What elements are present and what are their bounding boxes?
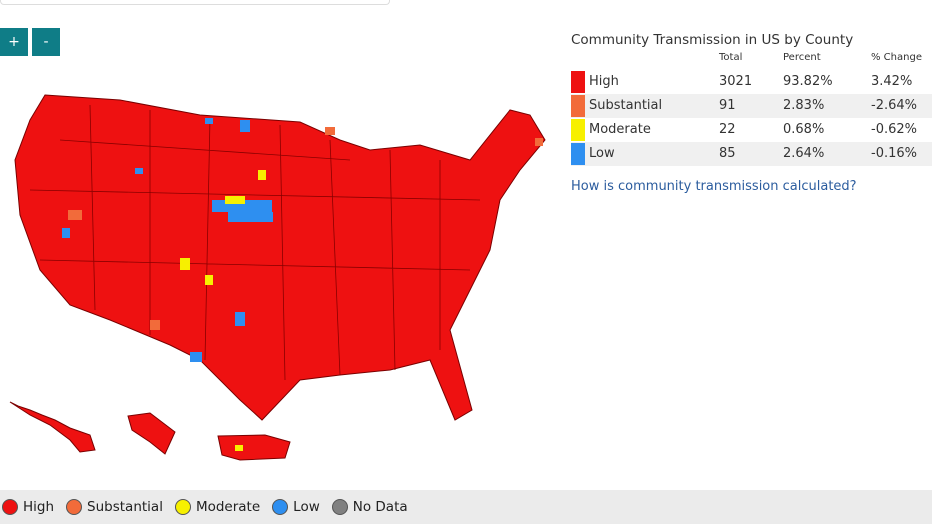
table-row: Low 85 2.64% -0.16% [571,142,932,166]
table-row: Substantial 91 2.83% -2.64% [571,94,932,118]
total-cell: 91 [719,98,736,113]
level-label: Moderate [589,122,651,137]
change-cell: -0.16% [871,146,917,161]
table-body: High 3021 93.82% 3.42% Substantial 91 2.83% -2.… [571,70,932,166]
hawaii [9,401,96,453]
change-cell: -2.64% [871,98,917,113]
table-header: Total Percent % Change [571,52,932,70]
zoom-out[interactable]: - [32,28,60,56]
legend-dot [272,499,289,515]
legend-item[interactable]: Low [272,499,320,515]
zoom-in[interactable]: + [0,28,28,56]
color-swatch [571,119,585,141]
legend-label: No Data [352,499,408,515]
percent-cell: 2.64% [783,146,825,161]
legend-label: Moderate [195,499,261,515]
legend-dot [2,499,18,515]
alaska [127,412,176,455]
info-link[interactable]: How is community transmission calculated… [571,179,857,194]
level-label: High [589,74,619,89]
legend-label: High [23,499,55,515]
legend-item[interactable]: Substantial [66,499,163,515]
table-row: High 3021 93.82% 3.42% [571,70,932,94]
color-swatch [571,71,585,93]
percent-cell: 93.82% [783,74,833,89]
county-map [9,94,546,461]
change-cell: -0.62% [871,122,917,137]
percent-cell: 2.83% [783,98,825,113]
level-label: Low [589,146,615,161]
legend-dot [174,499,191,515]
substantial-counties [68,127,543,330]
puerto-rico [217,434,291,461]
change-cell: 3.42% [871,74,913,89]
color-swatch [571,143,585,165]
percent-cell: 0.68% [783,122,825,137]
legend-item[interactable]: Moderate [174,499,261,515]
summary-table: Community Transmission in US by County T… [571,32,932,166]
total-cell: 22 [719,122,736,137]
level-label: Substantial [589,98,663,113]
legend-dot [331,499,348,515]
color-swatch [571,95,585,117]
total-cell: 85 [719,146,736,161]
legend: High Substantial Moderate Low No Data [0,490,932,524]
legend-label: Low [293,499,320,515]
state-borders [29,104,481,381]
column-header: % Change [871,52,922,63]
search-box [0,0,390,5]
legend-label: Substantial [87,499,163,515]
legend-item[interactable]: No Data [331,499,408,515]
column-header: Percent [783,52,821,63]
table-row: Moderate 22 0.68% -0.62% [571,118,932,142]
legend-dot [66,499,83,515]
moderate-counties [180,170,266,451]
legend-item[interactable]: High [2,499,54,515]
table-title: Community Transmission in US by County [571,32,854,48]
contiguous-us [14,94,546,421]
column-header: Total [719,52,743,63]
total-cell: 3021 [719,74,753,89]
